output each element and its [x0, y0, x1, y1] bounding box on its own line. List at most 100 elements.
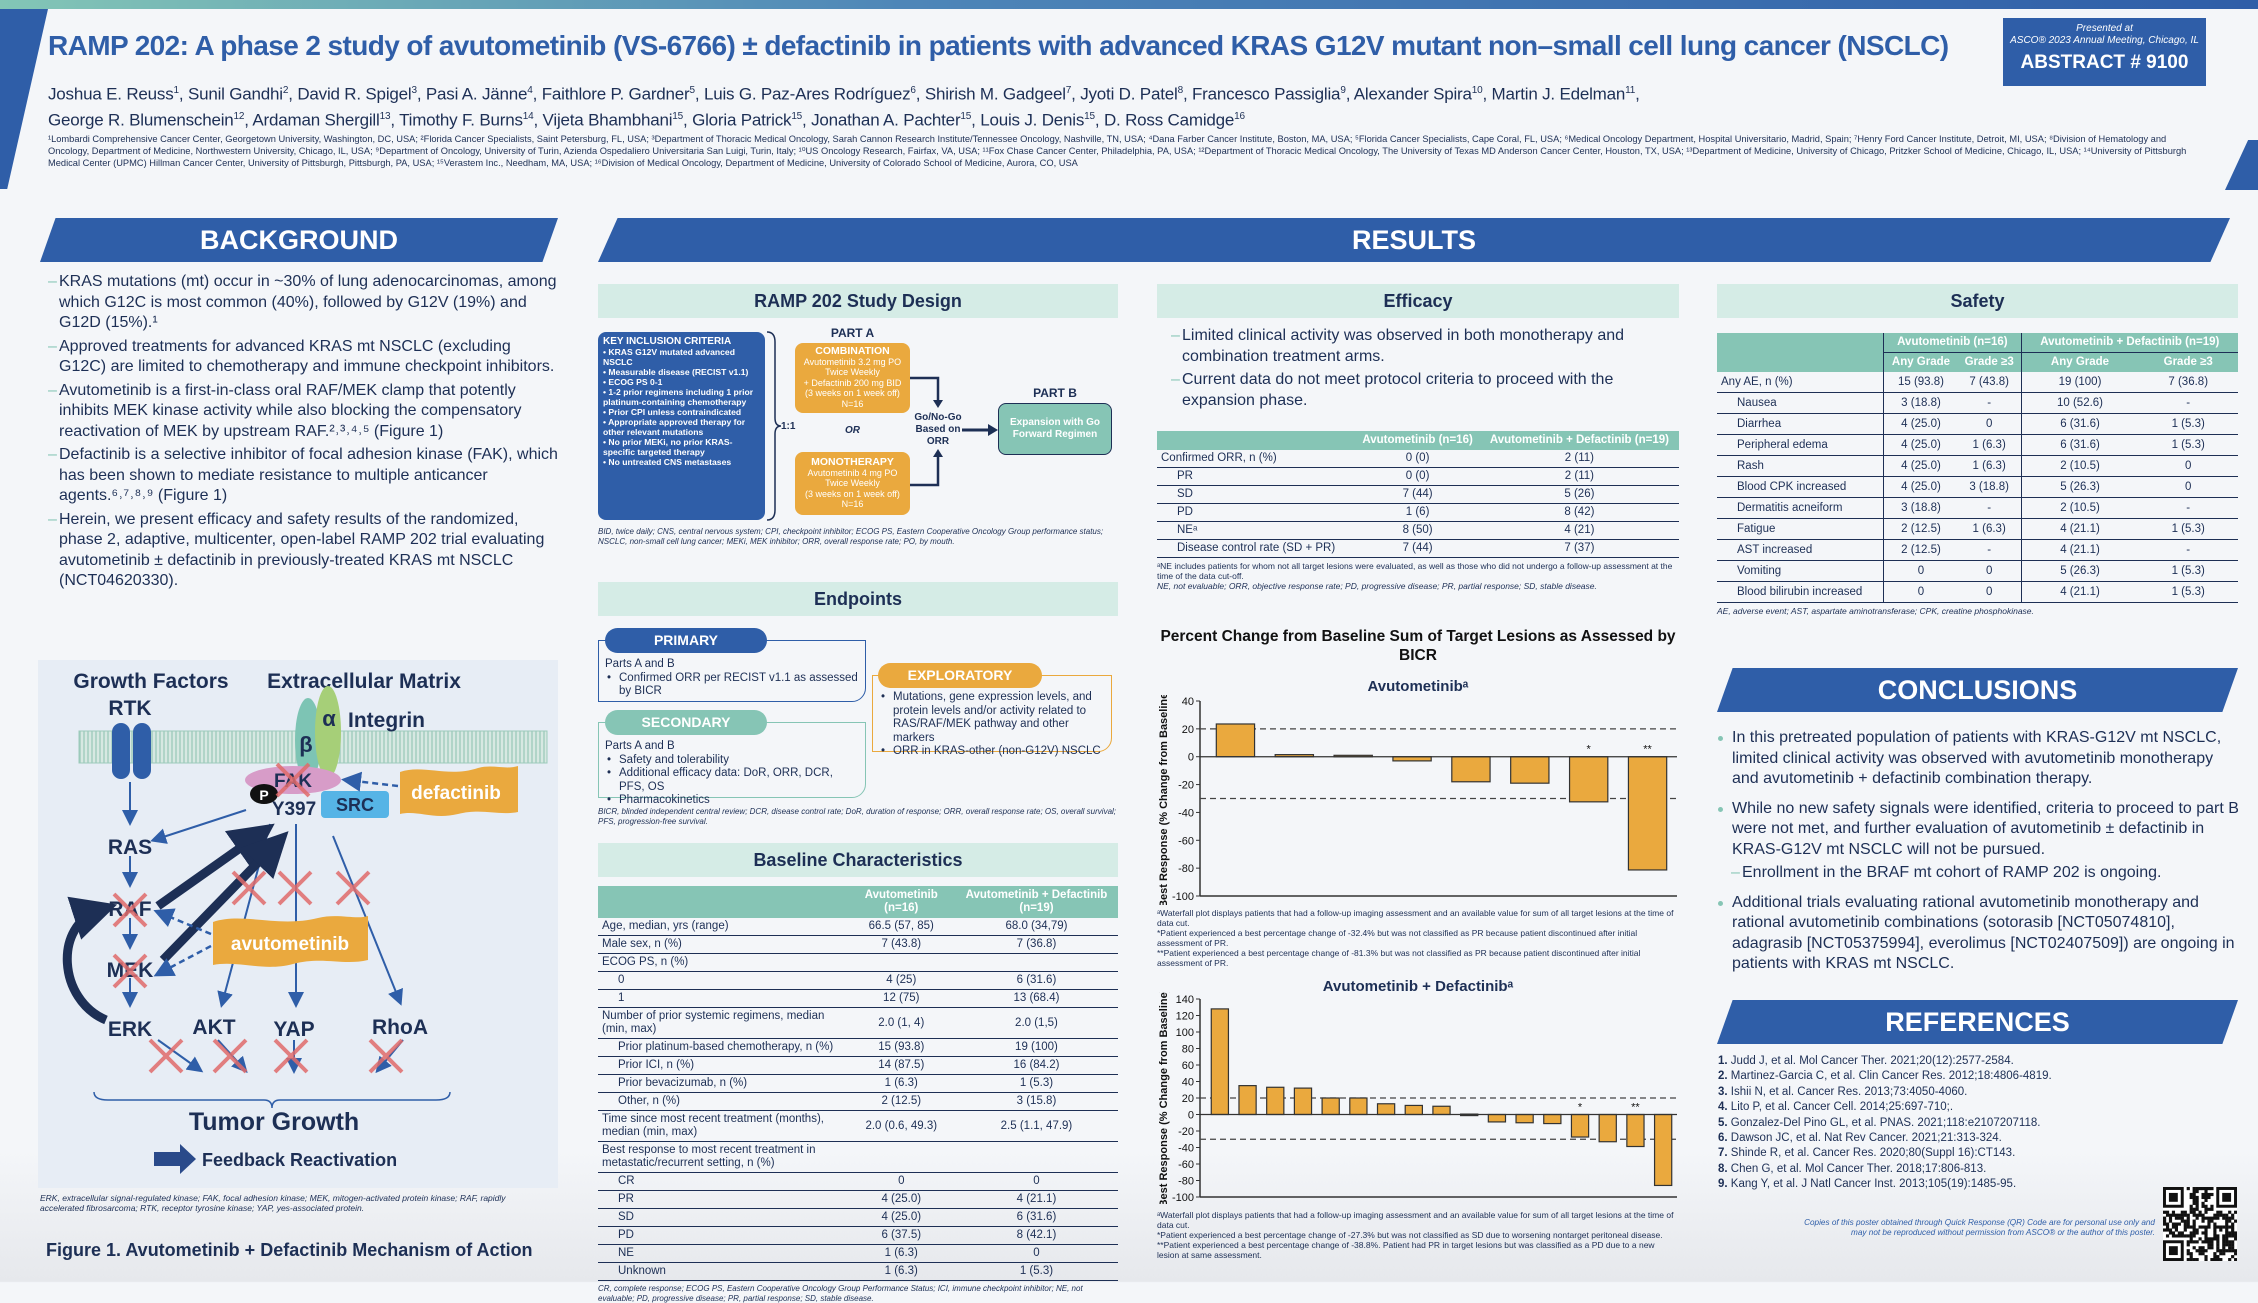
efficacy-row: PR 0 (0) 2 (11) [1157, 467, 1679, 486]
cell-value: 12 (75) [847, 989, 955, 1008]
qr-note: Copies of this poster obtained through Q… [1804, 1218, 2155, 1237]
reference-number: 6. [1718, 1132, 1731, 1145]
background-bullet: KRAS mutations (mt) occur in ~30% of lun… [34, 272, 559, 334]
qr-module [2189, 1234, 2193, 1238]
criteria-item: • Measurable disease (RECIST v1.1) [603, 367, 749, 377]
qr-module [2171, 1231, 2176, 1235]
qr-module [2216, 1234, 2220, 1238]
criteria-item: • 1-2 prior regimens including 1 prior p… [603, 387, 754, 407]
phospho-marker [250, 784, 278, 804]
endpoints-header: Endpoints [598, 582, 1118, 616]
expansion-box: Expansion with Go Forward Regimen [998, 403, 1112, 455]
label-y397: Y397 [272, 799, 316, 820]
x-mark [112, 953, 148, 989]
combination-arm-box: COMBINATION Avutometinib 3.2 mg PO Twice… [795, 343, 910, 413]
background-bullets: KRAS mutations (mt) occur in ~30% of lun… [34, 272, 559, 601]
cell-value: 4 (21.1) [2020, 539, 2139, 561]
author-name: Timothy F. Burns [399, 110, 523, 130]
x-mark [212, 1038, 248, 1074]
cell-value: 15 (93.8) [847, 1038, 955, 1057]
qr-module [2207, 1216, 2211, 1220]
inhibition-arrow [341, 771, 399, 792]
qr-module [2219, 1228, 2223, 1232]
qr-module [2183, 1228, 2187, 1232]
rtk-receptor [133, 723, 151, 779]
qr-module [2189, 1258, 2193, 1261]
qr-module [2183, 1213, 2187, 1217]
qr-module [2231, 1246, 2235, 1250]
qr-module [2216, 1255, 2220, 1259]
efficacy-row: Disease control rate (SD + PR) 7 (44) 7 (3… [1157, 539, 1679, 558]
qr-module [2163, 1219, 2167, 1223]
baseline-row: Best response to most recent treatment i… [598, 1141, 1118, 1173]
row-label: ECOG PS, n (%) [598, 953, 848, 972]
qr-module [2189, 1231, 2193, 1235]
qr-module [2204, 1237, 2208, 1241]
row-label: Number of prior systemic regimens, media… [598, 1007, 848, 1039]
safety-row: Vomiting 0 0 5 (26.3) 1 (5.3) [1717, 560, 2238, 582]
qr-module [2210, 1207, 2214, 1211]
qr-module [2165, 1222, 2170, 1226]
baseline-row: Other, n (%) 2 (12.5) 3 (15.8) [598, 1092, 1118, 1111]
qr-module [2222, 1237, 2226, 1241]
brace [93, 1091, 451, 1109]
baseline-row: Number of prior systemic regimens, media… [598, 1007, 1118, 1039]
qr-module [2198, 1246, 2202, 1250]
safety-table-wrap: Avutometinib (n=16) Avutometinib + Defact… [1717, 333, 2238, 617]
y-tick-label: 40 [1182, 696, 1194, 708]
author-affiliation-number: 8 [1177, 85, 1184, 96]
qr-module [2207, 1187, 2211, 1191]
qr-module [2183, 1210, 2187, 1214]
qr-module [2186, 1187, 2190, 1191]
qr-module [2234, 1231, 2237, 1235]
safety-row: Diarrhea 4 (25.0) 0 6 (31.6) 1 (5.3) [1717, 413, 2238, 435]
author-affiliation-number: 13 [379, 110, 391, 122]
y-tick-label: 80 [1182, 1044, 1194, 1056]
qr-module [2195, 1213, 2199, 1217]
column-header: Avutometinib (n=16) [847, 886, 955, 918]
qr-module [2216, 1225, 2220, 1229]
efficacy-row: SD 7 (44) 5 (26) [1157, 485, 1679, 504]
safety-row: Dermatitis acneiform 3 (18.8) -2 (10.5) - [1717, 497, 2238, 519]
row-label: Peripheral edema [1717, 434, 1884, 456]
waterfall-bar [1487, 1113, 1507, 1123]
qr-module [2216, 1210, 2220, 1214]
secondary-endpoint-item: Safety and tolerability [605, 754, 859, 768]
qr-module [2195, 1187, 2199, 1191]
reference-text: Ishii N, et al. Cancer Res. 2013;73:4050… [1730, 1085, 1968, 1098]
label-defactinib: defactinib [411, 783, 501, 804]
qr-module [2222, 1246, 2226, 1250]
exploratory-endpoint-list: Mutations, gene expression levels, and p… [879, 691, 1105, 759]
cell-value [954, 953, 1118, 972]
background-bullet: Defactinib is a selective inhibitor of f… [34, 445, 559, 507]
safety-row: AST increased 2 (12.5) -4 (21.1) - [1717, 539, 2238, 561]
qr-module [2192, 1210, 2196, 1214]
qr-module [2231, 1255, 2235, 1259]
label-rhoa: RhoA [372, 1016, 428, 1039]
waterfall-bar [1293, 1087, 1313, 1116]
cell-value: 7 (36.8) [954, 935, 1118, 954]
table-header-row: Avutometinib (n=16) Avutometinib + Defact… [598, 886, 1118, 918]
qr-module [2195, 1228, 2199, 1232]
author-name: Louis J. Denis [980, 110, 1085, 130]
qr-module [2192, 1246, 2196, 1250]
poster-title: RAMP 202: A phase 2 study of avutometini… [48, 30, 1949, 61]
study-design-header: RAMP 202 Study Design [598, 284, 1118, 318]
primary-endpoint-box: Parts A and B Confirmed ORR per RECIST v… [598, 640, 866, 702]
qr-module [2171, 1225, 2176, 1229]
rtk-receptor [112, 723, 130, 779]
author-name: Gloria Patrick [692, 110, 792, 130]
cell-value: 0 [1883, 581, 1958, 603]
qr-module [2216, 1237, 2220, 1241]
qr-module [2201, 1219, 2205, 1223]
label-integrin: Integrin [348, 709, 425, 732]
cell-value: 0 [1957, 560, 2022, 582]
qr-module [2210, 1204, 2214, 1208]
qr-module [2180, 1219, 2184, 1223]
cell-value: 2.0 (1,5) [954, 1007, 1118, 1039]
label-tumor-growth: Tumor Growth [189, 1108, 359, 1136]
qr-module [2207, 1195, 2211, 1200]
waterfall-chart-avutometinib: Best Response (% Change from Baseline) 40… [1158, 695, 1677, 905]
qr-module [2222, 1234, 2226, 1238]
qr-code-icon[interactable] [2163, 1187, 2237, 1261]
